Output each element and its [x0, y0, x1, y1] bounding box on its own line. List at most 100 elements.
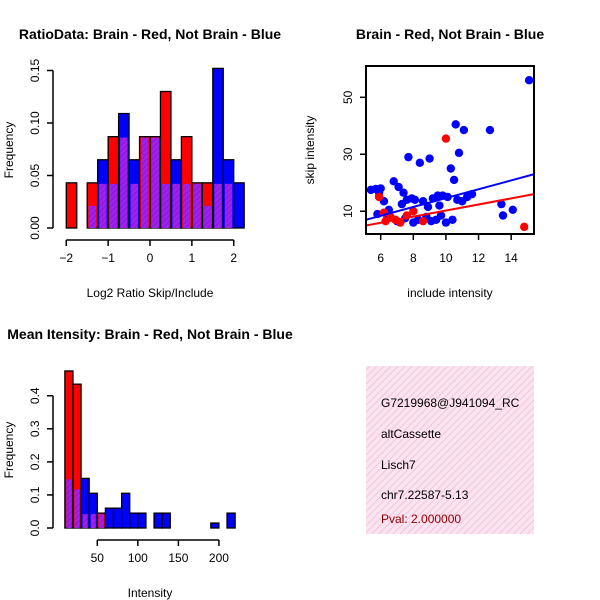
scatter-point-not-brain-27 — [454, 148, 464, 158]
intensity-bar-overlap-3 — [90, 514, 96, 528]
intensity-y-tick-label-1: 0.1 — [28, 486, 42, 503]
scatter-panel: Brain - Red, Not Brain - Blue include in… — [303, 26, 544, 300]
scatter-points — [366, 76, 534, 232]
scatter-point-not-brain-34 — [498, 211, 508, 220]
scatter-point-not-brain-24 — [449, 175, 459, 185]
ratio-bars — [65, 67, 245, 229]
intensity-x-tick-label-1: 100 — [128, 551, 148, 565]
intensity-bar-overlap-4 — [98, 514, 104, 528]
ratio-bar-overlap-5 — [120, 137, 128, 228]
scatter-point-brain-5 — [396, 218, 405, 227]
scatter-point-not-brain-17 — [425, 154, 434, 163]
intensity-bar-not-brain-6 — [112, 507, 123, 529]
ratio-y-tick-label-0: 0.00 — [28, 216, 42, 240]
scatter-point-not-brain-28 — [459, 125, 469, 135]
intensity-x-tick-label-2: 150 — [168, 551, 188, 565]
ratio-bar-overlap-6 — [130, 183, 139, 228]
scatter-fit-line-brain — [366, 193, 534, 227]
scatter-y-axis-label: skip intensity — [303, 116, 317, 185]
intensity-axes: 50 100 150 200 0.0 0.1 0.2 0.3 0.4 — [28, 387, 229, 565]
scatter-point-brain-10 — [520, 222, 529, 232]
scatter-x-tick-label-1: 8 — [410, 251, 417, 265]
intensity-x-axis-label: Intensity — [128, 586, 173, 600]
info-location: chr7.22587-5.13 — [381, 488, 469, 502]
info-gene-name: Lisch7 — [381, 458, 416, 472]
ratio-bar-overlap-3 — [99, 183, 107, 228]
ratio-bar-overlap-9 — [161, 183, 170, 228]
intensity-bar-overlap-2 — [82, 514, 88, 528]
ratio-y-tick-label-2: 0.10 — [28, 111, 42, 135]
ratio-y-tick-label-1: 0.05 — [28, 163, 42, 187]
intensity-bar-not-brain-12 — [161, 512, 171, 529]
scatter-fit-line-not-brain — [366, 173, 534, 221]
scatter-point-not-brain-14 — [415, 158, 425, 168]
scatter-point-not-brain-7 — [394, 182, 403, 192]
ratio-bar-overlap-4 — [109, 183, 118, 228]
ratio-bar-overlap-2 — [88, 205, 97, 228]
ratio-x-tick-label-0: −2 — [59, 251, 73, 265]
scatter-point-brain-7 — [418, 216, 428, 226]
ratio-histogram-panel: RatioData: Brain - Red, Not Brain - Blue… — [2, 26, 281, 300]
intensity-x-tick-label-0: 50 — [91, 551, 105, 565]
info-probe-id: G7219968@J941094_RC — [381, 396, 520, 410]
scatter-point-not-brain-35 — [508, 205, 517, 214]
ratio-x-tick-label-2: 0 — [147, 251, 154, 265]
scatter-frame — [365, 65, 535, 235]
scatter-point-not-brain-9 — [399, 188, 408, 197]
ratio-bar-overlap-10 — [172, 183, 180, 228]
ratio-bar-overlap-14 — [214, 183, 222, 228]
intensity-bar-not-brain-7 — [120, 492, 131, 529]
scatter-point-not-brain-46 — [448, 215, 457, 224]
intensity-bar-not-brain-8 — [129, 512, 139, 529]
ratio-x-tick-label-3: 1 — [189, 251, 196, 265]
info-box-background — [366, 366, 534, 534]
scatter-y-tick-label-2: 50 — [341, 90, 355, 104]
scatter-point-not-brain-6 — [389, 177, 398, 186]
scatter-point-not-brain-13 — [410, 195, 420, 205]
intensity-bar-overlap-0 — [66, 479, 72, 528]
info-event-type: altCassette — [381, 427, 441, 441]
intensity-bar-overlap-1 — [74, 489, 80, 528]
scatter-x-tick-label-2: 10 — [439, 251, 453, 265]
ratio-bar-overlap-15 — [224, 183, 233, 228]
info-panel: G7219968@J941094_RC altCassette Lisch7 c… — [366, 366, 534, 534]
scatter-point-brain-9 — [441, 134, 451, 143]
ratio-bar-overlap-12 — [193, 183, 201, 228]
scatter-x-tick-label-3: 12 — [472, 251, 486, 265]
scatter-point-not-brain-26 — [451, 120, 460, 129]
scatter-y-tick-label-0: 10 — [341, 204, 355, 218]
scatter-point-brain-8 — [409, 207, 418, 216]
ratio-chart-title: RatioData: Brain - Red, Not Brain - Blue — [19, 26, 281, 42]
info-pval: Pval: 2.000000 — [381, 512, 461, 526]
scatter-point-not-brain-44 — [436, 211, 446, 220]
ratio-bar-not-brain-16 — [233, 182, 245, 229]
ratio-x-tick-label-1: −1 — [101, 251, 115, 265]
intensity-chart-title: Mean Itensity: Brain - Red, Not Brain - … — [7, 326, 293, 342]
scatter-point-not-brain-12 — [404, 152, 413, 162]
intensity-x-tick-label-3: 200 — [209, 551, 229, 565]
scatter-point-not-brain-23 — [446, 164, 456, 173]
intensity-y-tick-label-0: 0.0 — [28, 519, 42, 536]
intensity-bars — [64, 370, 236, 529]
ratio-bar-overlap-13 — [203, 205, 212, 228]
scatter-point-not-brain-16 — [423, 202, 433, 212]
scatter-x-axis-label: include intensity — [407, 286, 492, 300]
scatter-y-tick-label-1: 30 — [341, 147, 355, 161]
ratio-axes: −2 −1 0 1 2 0.00 0.05 0.10 0.15 — [28, 58, 237, 265]
intensity-y-tick-label-4: 0.4 — [28, 387, 42, 404]
scatter-point-not-brain-32 — [485, 125, 495, 135]
intensity-bar-not-brain-18 — [210, 522, 220, 529]
info-box-clip: G7219968@J941094_RC altCassette Lisch7 c… — [381, 396, 520, 526]
scatter-point-not-brain-33 — [497, 199, 506, 209]
scatter-point-not-brain-45 — [441, 218, 451, 227]
ratio-bar-overlap-8 — [151, 137, 159, 228]
intensity-bar-not-brain-5 — [104, 507, 115, 529]
intensity-y-tick-label-3: 0.3 — [28, 420, 42, 437]
ratio-y-tick-label-3: 0.15 — [28, 58, 42, 82]
intensity-histogram-panel: Mean Itensity: Brain - Red, Not Brain - … — [2, 326, 293, 600]
ratio-bar-brain-0 — [65, 182, 78, 229]
intensity-y-tick-label-2: 0.2 — [28, 453, 42, 470]
ratio-y-axis-label: Frequency — [2, 122, 16, 179]
